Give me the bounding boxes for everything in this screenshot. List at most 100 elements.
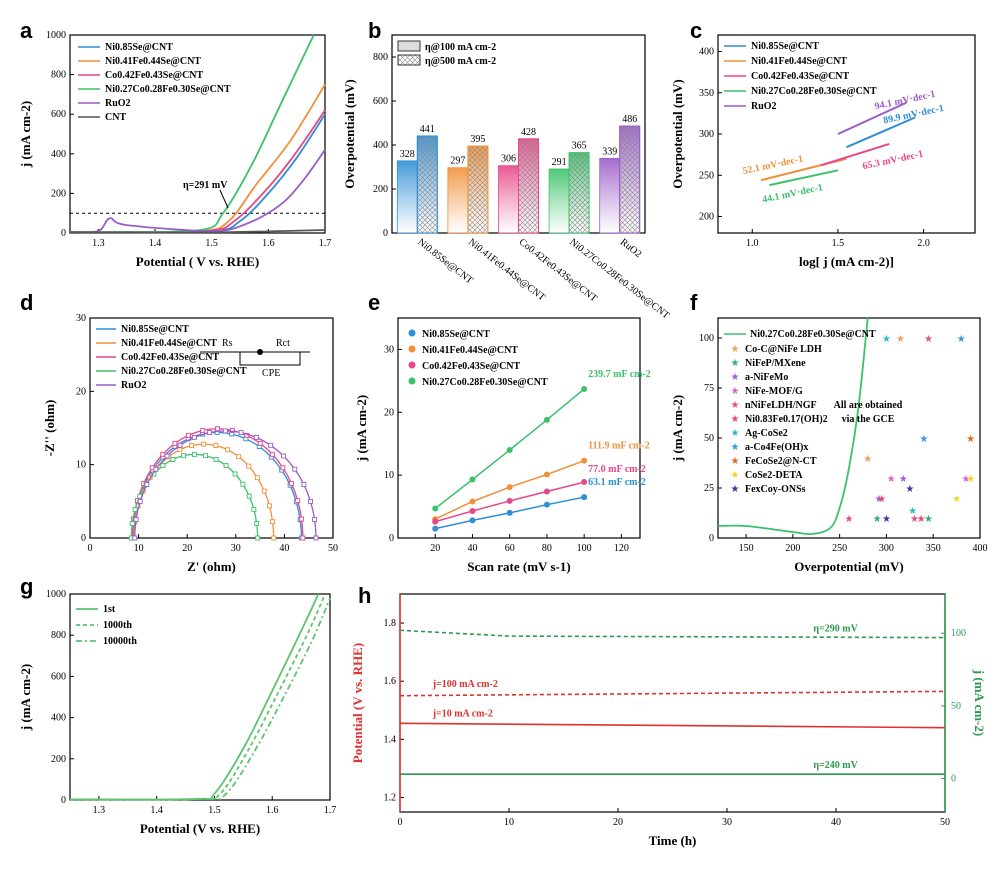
legend-swatch	[408, 345, 416, 353]
data-point	[267, 503, 272, 509]
legend-star: ★	[731, 372, 740, 383]
axes-a: 1.3 1.4 1.5 1.6 1.7 0 200 400 600 800 1000 Potentia…	[18, 30, 331, 269]
data-point	[160, 463, 166, 469]
x-tick-label: 40	[467, 543, 477, 554]
data-point	[469, 517, 476, 524]
y-tick-label: 10	[384, 470, 394, 481]
axes-c: 1.0 1.5 2.0 200 250 300 350 400 log[ j (mA cm-2)…	[670, 34, 976, 269]
panel-letter-a: a	[20, 18, 33, 43]
data-point	[238, 430, 244, 436]
y-axis-label: -Z'' (ohm)	[42, 400, 57, 457]
fit-line	[837, 101, 907, 135]
x-tick-label: 1.6	[266, 805, 279, 816]
x-tick-label: 20	[430, 543, 440, 554]
data-point	[254, 521, 260, 526]
y-tick-label: 50	[704, 433, 714, 444]
data-point	[200, 427, 206, 433]
data-point	[268, 442, 274, 448]
legend-swatch	[408, 377, 416, 385]
y-tick-label: 1000	[46, 589, 66, 600]
y-tick-label: 75	[704, 383, 714, 394]
bar-hatch	[416, 135, 438, 234]
literature-point: ★	[957, 334, 966, 345]
y2-tick-label: 100	[951, 628, 966, 639]
x-tick-label: 1.0	[746, 238, 759, 249]
literature-point: ★	[887, 474, 896, 485]
data-point	[244, 432, 250, 438]
legend-entry: Ag-CoSe2	[745, 428, 788, 439]
legend-entry: Ni0.27Co0.28Fe0.30Se@CNT	[121, 366, 247, 377]
data-point	[246, 463, 252, 469]
data-point	[280, 465, 286, 471]
y-axis-label: Overpotential (mV)	[670, 79, 685, 188]
data-point	[292, 466, 298, 472]
x-tick-label: 1.6	[262, 238, 275, 249]
literature-point: ★	[924, 334, 933, 345]
data-point	[581, 479, 588, 486]
x-axis-label: Potential (V vs. RHE)	[140, 821, 260, 836]
bar	[498, 165, 519, 234]
y-tick-label: 1.8	[384, 618, 397, 629]
literature-point: ★	[873, 514, 882, 525]
y-tick-label: 0	[383, 228, 388, 239]
nyquist-curve	[133, 443, 275, 539]
x-tick-label: 10	[504, 817, 514, 828]
nyquist-curve	[132, 431, 303, 539]
legend-star: ★	[731, 344, 740, 355]
data-point	[177, 447, 183, 453]
y2-tick-label: 0	[951, 774, 956, 785]
legend-swatch	[408, 329, 416, 337]
data-point	[137, 498, 143, 504]
literature-point: ★	[899, 474, 908, 485]
literature-point: ★	[952, 494, 961, 505]
data-point	[288, 480, 294, 486]
y-tick-label: 600	[51, 671, 66, 682]
legend-star: ★	[731, 470, 740, 481]
axes-f: 150 200 250 300 350 400 0 25 50 75 100 Overpotentia…	[670, 317, 988, 574]
x-tick-label: 350	[926, 543, 941, 554]
data-point	[213, 443, 219, 449]
data-point	[229, 427, 235, 433]
y-axis-label: j (mA cm-2)	[18, 664, 33, 731]
x-tick-label: 60	[505, 543, 515, 554]
y-tick-label: 0	[709, 533, 714, 544]
literature-point: ★	[966, 434, 975, 445]
data-point	[254, 475, 260, 481]
literature-point: ★	[917, 514, 926, 525]
literature-point: ★	[882, 514, 891, 525]
y-tick-label: 200	[373, 184, 388, 195]
data-point	[581, 386, 588, 393]
y-axis-label: j (mA cm-2)	[18, 101, 33, 168]
axes-d: 0 10 20 30 40 50 0 10 20 30 Z' (ohm) -Z'' (ohm) Ni0.…	[42, 313, 338, 574]
legend-entry: Ni0.85Se@CNT	[422, 329, 490, 340]
x-tick-label: 30	[722, 817, 732, 828]
legend-entry: CNT	[105, 112, 126, 123]
legend-star: ★	[731, 456, 740, 467]
y2-tick-label: 50	[951, 701, 961, 712]
x-tick-label: 0	[398, 817, 403, 828]
series-line	[399, 722, 946, 729]
bar	[599, 158, 621, 234]
y-tick-label: 1.2	[384, 792, 397, 803]
legend-star: ★	[731, 386, 740, 397]
legend-star: ★	[731, 428, 740, 439]
bar-value-label: 441	[420, 124, 435, 135]
plot-frame	[69, 593, 331, 801]
legend-entry: Co0.42Fe0.43Se@CNT	[751, 71, 850, 82]
circuit-wire	[200, 351, 310, 366]
x-tick-label: 250	[832, 543, 847, 554]
series-line	[399, 690, 946, 697]
x-tick-label: 1.5	[205, 238, 218, 249]
bar	[548, 168, 570, 234]
axes-g: 1.3 1.4 1.5 1.6 1.7 0 200 400 600 800 1000 Potentia…	[18, 589, 336, 836]
annotation: η=291 mV	[183, 180, 228, 191]
legend-entry: a-Co4Fe(OH)x	[745, 442, 808, 453]
data-point	[213, 456, 219, 462]
bar-hatch	[518, 138, 539, 234]
series-line	[69, 113, 326, 233]
y-tick-label: 30	[384, 344, 394, 355]
fit-line	[769, 169, 839, 187]
legend-entry: Co0.42Fe0.43Se@CNT	[422, 361, 521, 372]
data-point	[177, 442, 183, 448]
